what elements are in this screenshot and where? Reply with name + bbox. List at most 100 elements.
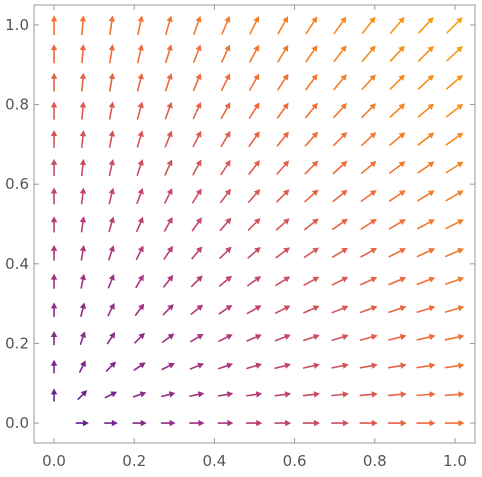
field-arrow: [50, 130, 58, 149]
field-arrow: [108, 15, 115, 36]
field-arrow: [107, 274, 115, 289]
field-arrow: [136, 72, 144, 92]
field-arrow: [304, 189, 319, 203]
field-arrow: [79, 44, 87, 64]
field-arrow: [50, 101, 58, 120]
field-arrow: [219, 217, 232, 232]
field-arrow: [50, 244, 58, 261]
field-arrow: [331, 333, 349, 342]
field-arrow: [389, 161, 406, 174]
field-arrow: [164, 159, 173, 176]
field-arrow: [359, 333, 378, 341]
field-arrow: [444, 391, 465, 398]
field-arrow: [445, 190, 464, 202]
field-arrow: [274, 305, 291, 314]
field-arrow: [445, 103, 464, 118]
field-arrow: [331, 247, 349, 258]
field-arrow: [50, 187, 58, 205]
field-arrow: [388, 333, 407, 341]
field-arrow: [108, 130, 115, 148]
field-arrow: [77, 390, 88, 400]
field-arrow: [108, 216, 115, 233]
field-arrow: [248, 160, 260, 175]
field-arrow: [275, 218, 290, 231]
x-tick-label: 0.6: [283, 452, 307, 470]
field-arrow: [276, 73, 289, 91]
field-arrow: [189, 391, 205, 398]
field-arrow: [276, 160, 290, 175]
field-arrow: [302, 362, 320, 369]
field-arrow: [134, 332, 145, 344]
field-arrow: [303, 247, 320, 259]
field-arrow: [133, 362, 146, 371]
field-arrow: [359, 305, 378, 314]
field-arrow: [219, 188, 231, 204]
field-arrow: [108, 101, 115, 120]
field-arrow: [304, 102, 318, 119]
field-arrow: [360, 248, 378, 258]
field-arrow: [360, 276, 378, 286]
field-arrow: [331, 419, 349, 427]
field-arrow: [359, 362, 378, 369]
field-arrow: [387, 419, 407, 427]
field-arrow: [192, 101, 202, 120]
field-arrow: [274, 362, 291, 369]
field-arrow: [416, 248, 436, 258]
field-arrow: [107, 302, 115, 317]
field-arrow: [135, 245, 144, 261]
field-arrow: [417, 45, 434, 62]
field-arrow: [248, 131, 260, 147]
field-arrow: [136, 187, 144, 204]
field-arrow: [389, 103, 406, 118]
field-arrow: [189, 419, 205, 427]
field-arrow: [164, 101, 173, 120]
field-arrow: [333, 45, 347, 63]
field-arrow: [50, 158, 58, 177]
field-arrow: [446, 17, 463, 34]
field-arrow: [108, 187, 115, 205]
field-arrow: [190, 275, 203, 288]
field-arrow: [136, 101, 144, 120]
field-arrow: [219, 246, 232, 259]
field-arrow: [303, 276, 320, 286]
field-arrow: [108, 44, 115, 64]
field-arrow: [388, 190, 406, 202]
field-arrow: [160, 419, 176, 427]
y-tick-label: 1.0: [5, 16, 29, 34]
field-arrow: [359, 391, 378, 398]
field-arrow: [331, 276, 349, 286]
field-arrow: [332, 131, 348, 147]
x-axis-ticks: 0.0 0.2 0.4 0.6 0.8 1.0: [42, 5, 467, 470]
x-tick-label: 0.0: [42, 452, 66, 470]
field-arrow: [274, 419, 292, 427]
field-arrow: [444, 276, 465, 285]
field-arrow: [247, 247, 261, 259]
field-arrow: [218, 334, 233, 343]
field-arrow: [302, 391, 321, 398]
field-arrow: [79, 331, 86, 346]
field-arrow: [108, 158, 115, 177]
field-arrow: [220, 159, 231, 176]
field-arrow: [160, 391, 176, 398]
field-arrow: [333, 16, 347, 35]
field-arrow: [79, 302, 87, 317]
field-arrow: [79, 245, 87, 261]
field-arrow: [132, 419, 147, 427]
field-arrow: [79, 216, 87, 233]
field-arrow: [193, 44, 202, 64]
field-arrow: [164, 73, 173, 92]
field-arrow: [304, 160, 319, 175]
field-arrow: [218, 275, 232, 287]
x-tick-label: 0.4: [202, 452, 226, 470]
field-arrow: [248, 73, 260, 91]
field-arrow: [105, 361, 117, 372]
field-arrow: [333, 103, 347, 119]
field-arrow: [246, 334, 262, 342]
field-arrow: [276, 102, 289, 119]
field-arrow: [78, 360, 86, 373]
field-arrow: [50, 388, 58, 402]
field-arrow: [221, 44, 231, 63]
field-arrow: [277, 44, 289, 63]
field-arrow: [446, 74, 464, 90]
field-arrow: [331, 362, 349, 369]
